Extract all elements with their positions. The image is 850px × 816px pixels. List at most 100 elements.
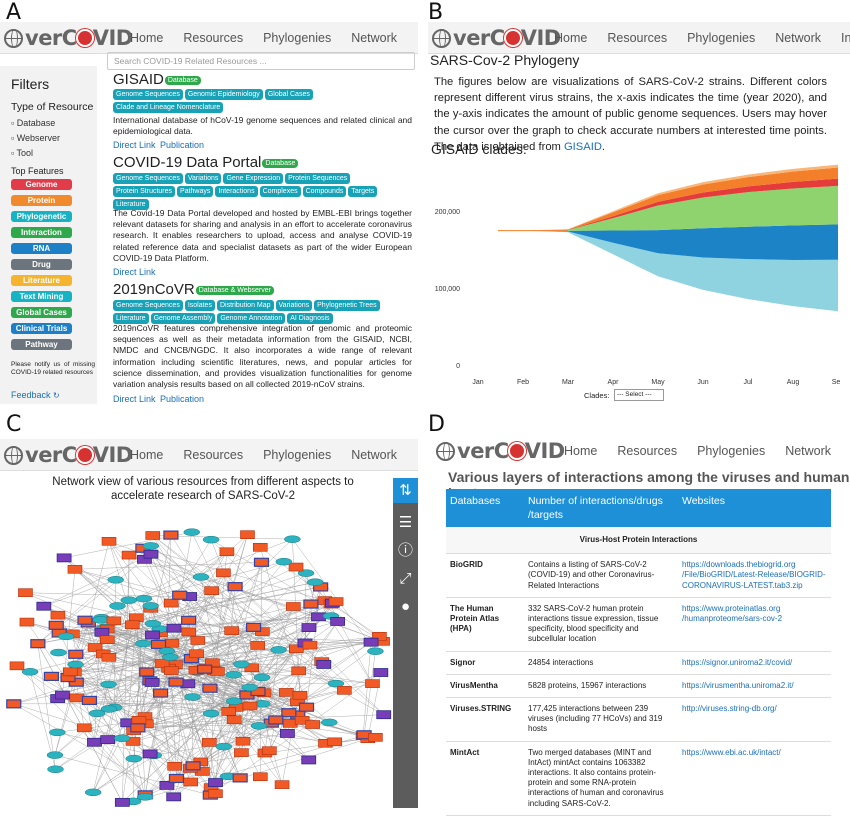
resource-node[interactable]	[202, 683, 218, 693]
resource-node[interactable]	[189, 649, 204, 659]
category-node[interactable]	[280, 729, 295, 738]
resource-node[interactable]	[302, 640, 318, 650]
clade-series-area[interactable]	[478, 224, 838, 260]
category-node[interactable]	[56, 553, 72, 563]
resource-node[interactable]	[219, 547, 235, 557]
resource-node[interactable]	[167, 762, 182, 771]
resource-node[interactable]	[365, 679, 380, 688]
feature-node[interactable]	[233, 660, 250, 668]
resource-node[interactable]	[292, 690, 308, 700]
overcovid-logo[interactable]: ver C VID	[4, 443, 133, 467]
feature-node[interactable]	[225, 697, 243, 706]
feature-tag[interactable]: Global Cases	[264, 89, 313, 100]
resource-node[interactable]	[221, 707, 237, 716]
feature-tag[interactable]: Gene Expression	[223, 173, 284, 184]
nav-home[interactable]: Home	[130, 448, 164, 462]
feature-tag[interactable]: Compounds	[302, 186, 347, 197]
resize-icon[interactable]: ⤢	[399, 570, 412, 587]
resource-node[interactable]	[106, 616, 122, 626]
feature-node[interactable]	[46, 751, 64, 759]
direct-link[interactable]: Direct Link	[113, 140, 156, 150]
nav-phylogenies[interactable]: Phylogenies	[687, 31, 756, 45]
feature-tag[interactable]: Protein Sequences	[285, 173, 351, 184]
feature-node[interactable]	[192, 573, 210, 581]
category-node[interactable]	[166, 623, 182, 633]
feature-filter-button[interactable]: Text Mining	[11, 291, 72, 302]
publication-link[interactable]: Publication	[160, 394, 205, 404]
resource-node[interactable]	[43, 671, 59, 681]
feature-node[interactable]	[67, 660, 84, 669]
resource-node[interactable]	[154, 659, 170, 668]
feature-tag[interactable]: Distribution Map	[216, 300, 274, 311]
resource-node[interactable]	[244, 663, 260, 673]
resource-node[interactable]	[131, 716, 147, 725]
feature-node[interactable]	[275, 557, 293, 566]
feature-node[interactable]	[113, 734, 131, 743]
resource-node[interactable]	[67, 565, 83, 574]
resource-node[interactable]	[181, 627, 197, 637]
resource-node[interactable]	[168, 677, 184, 687]
resource-node[interactable]	[216, 568, 231, 578]
resource-node[interactable]	[234, 748, 249, 757]
feature-node[interactable]	[225, 671, 242, 679]
feature-node[interactable]	[158, 647, 176, 655]
feature-filter-button[interactable]: Interaction	[11, 227, 72, 238]
category-node[interactable]	[114, 797, 130, 807]
feature-filter-button[interactable]: Drug	[11, 259, 72, 270]
resource-node[interactable]	[139, 667, 155, 677]
feature-node[interactable]	[327, 679, 345, 688]
feature-node[interactable]	[57, 632, 75, 641]
resource-node[interactable]	[253, 557, 270, 567]
nav-resources[interactable]: Resources	[617, 444, 678, 458]
resource-node[interactable]	[62, 667, 78, 677]
feature-tag[interactable]: Genome Sequences	[113, 89, 183, 100]
resource-node[interactable]	[210, 667, 225, 676]
resource-node[interactable]	[6, 699, 22, 709]
nav-home[interactable]: Home	[554, 31, 588, 45]
resource-node[interactable]	[305, 720, 320, 729]
feature-node[interactable]	[270, 646, 287, 654]
publication-link[interactable]: Publication	[160, 140, 205, 150]
feature-tag[interactable]: Variations	[275, 300, 313, 311]
category-node[interactable]	[143, 549, 159, 559]
feature-node[interactable]	[142, 602, 159, 610]
category-node[interactable]	[301, 755, 317, 765]
feature-tag[interactable]: Genome Annotation	[217, 313, 286, 324]
feature-node[interactable]	[47, 765, 64, 774]
resource-node[interactable]	[69, 693, 85, 703]
resource-title[interactable]: GISAID Database	[113, 71, 201, 88]
resource-node[interactable]	[235, 736, 251, 746]
resource-node[interactable]	[87, 643, 103, 652]
feature-node[interactable]	[250, 722, 268, 730]
resource-node[interactable]	[18, 588, 33, 597]
drop-icon[interactable]: ●	[400, 598, 411, 615]
category-node[interactable]	[376, 710, 392, 720]
resource-node[interactable]	[121, 550, 137, 560]
feature-node[interactable]	[92, 616, 109, 624]
feature-node[interactable]	[100, 680, 117, 689]
clade-series-area[interactable]	[478, 178, 838, 231]
resource-node[interactable]	[77, 615, 93, 625]
search-input[interactable]: Search COVID-19 Related Resources ...	[107, 52, 415, 70]
feature-node[interactable]	[215, 742, 232, 751]
feature-tag[interactable]: Clade and Lineage Nomenclature	[113, 102, 224, 113]
resource-node[interactable]	[19, 617, 35, 627]
feature-node[interactable]	[109, 602, 126, 610]
resource-node[interactable]	[279, 688, 294, 697]
category-node[interactable]	[142, 749, 158, 759]
clade-area-chart[interactable]: 0 100,000 200,000 Jan Feb Mar Apr May Jun Jul Aug S…	[430, 158, 840, 388]
feature-node[interactable]	[107, 576, 124, 584]
feature-node[interactable]	[321, 718, 338, 727]
feature-tag[interactable]: Phylogenetic Trees	[314, 300, 380, 311]
nav-network[interactable]: Network	[351, 448, 398, 462]
resource-node[interactable]	[368, 733, 383, 742]
feature-node[interactable]	[183, 528, 201, 536]
resource-node[interactable]	[68, 649, 84, 659]
resource-node[interactable]	[124, 620, 140, 630]
feature-filter-button[interactable]: RNA	[11, 243, 72, 254]
feature-node[interactable]	[136, 793, 154, 801]
feature-node[interactable]	[253, 673, 271, 682]
feature-filter-button[interactable]: Genome	[11, 179, 72, 190]
feature-tag[interactable]: AI Diagnosis	[287, 313, 333, 324]
category-node[interactable]	[316, 660, 332, 669]
